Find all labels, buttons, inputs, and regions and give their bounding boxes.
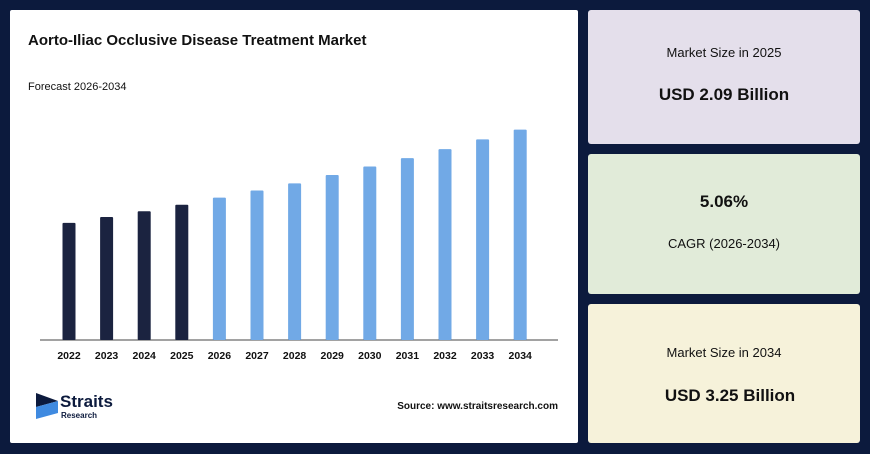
bar-2034 <box>513 129 527 340</box>
logo-sub: Research <box>61 411 98 420</box>
bar-2027 <box>250 190 264 340</box>
bar-2028 <box>288 183 302 340</box>
logo-name: Straits <box>60 392 113 411</box>
card-value: USD 3.25 Billion <box>664 386 796 405</box>
bar-2025 <box>175 204 189 340</box>
x-tick-label-2024: 2024 <box>133 350 157 362</box>
bar-2033 <box>476 139 490 340</box>
bar-2030 <box>363 166 377 340</box>
bar-2032 <box>438 149 452 340</box>
logo-mark-icon <box>36 393 58 419</box>
x-tick-label-2034: 2034 <box>509 350 533 362</box>
x-tick-label-2033: 2033 <box>471 350 495 362</box>
bar-2029 <box>325 174 339 340</box>
bar-2026 <box>212 197 226 340</box>
chart-panel: Aorto-Iliac Occlusive Disease Treatment … <box>10 10 578 443</box>
x-tick-label-2032: 2032 <box>433 350 457 362</box>
x-tick-label-2030: 2030 <box>358 350 382 362</box>
cagr-card: 5.06% CAGR (2026-2034) <box>588 154 860 294</box>
x-tick-label-2023: 2023 <box>95 350 119 362</box>
bar-2022 <box>62 222 76 340</box>
card-label: CAGR (2026-2034) <box>668 236 780 251</box>
bar-2031 <box>400 158 414 340</box>
card-label: Market Size in 2034 <box>666 345 782 360</box>
x-tick-label-2022: 2022 <box>57 350 81 362</box>
card-value: 5.06% <box>699 192 749 211</box>
x-tick-label-2026: 2026 <box>208 350 232 362</box>
market-size-2034-card: Market Size in 2034 USD 3.25 Billion <box>588 304 860 443</box>
x-tick-label-2028: 2028 <box>283 350 307 362</box>
x-tick-label-2025: 2025 <box>170 350 194 362</box>
bar-2023 <box>100 217 114 340</box>
card-value: USD 2.09 Billion <box>658 85 790 104</box>
bar-2024 <box>137 211 151 340</box>
chart-subtitle: Forecast 2026-2034 <box>28 81 127 93</box>
x-tick-label-2027: 2027 <box>245 350 269 362</box>
bar-chart: 2022 2023 2024 2025 2026 2027 2028 2029 2030 2031… <box>40 129 558 362</box>
card-label: Market Size in 2025 <box>666 45 782 60</box>
chart-title: Aorto-Iliac Occlusive Disease Treatment … <box>28 32 367 49</box>
x-tick-label-2029: 2029 <box>321 350 345 362</box>
x-tick-label-2031: 2031 <box>396 350 420 362</box>
market-size-2025-card: Market Size in 2025 USD 2.09 Billion <box>588 10 860 144</box>
straits-logo: Straits Research <box>36 392 146 427</box>
source-text: Source: www.straitsresearch.com <box>397 401 558 412</box>
